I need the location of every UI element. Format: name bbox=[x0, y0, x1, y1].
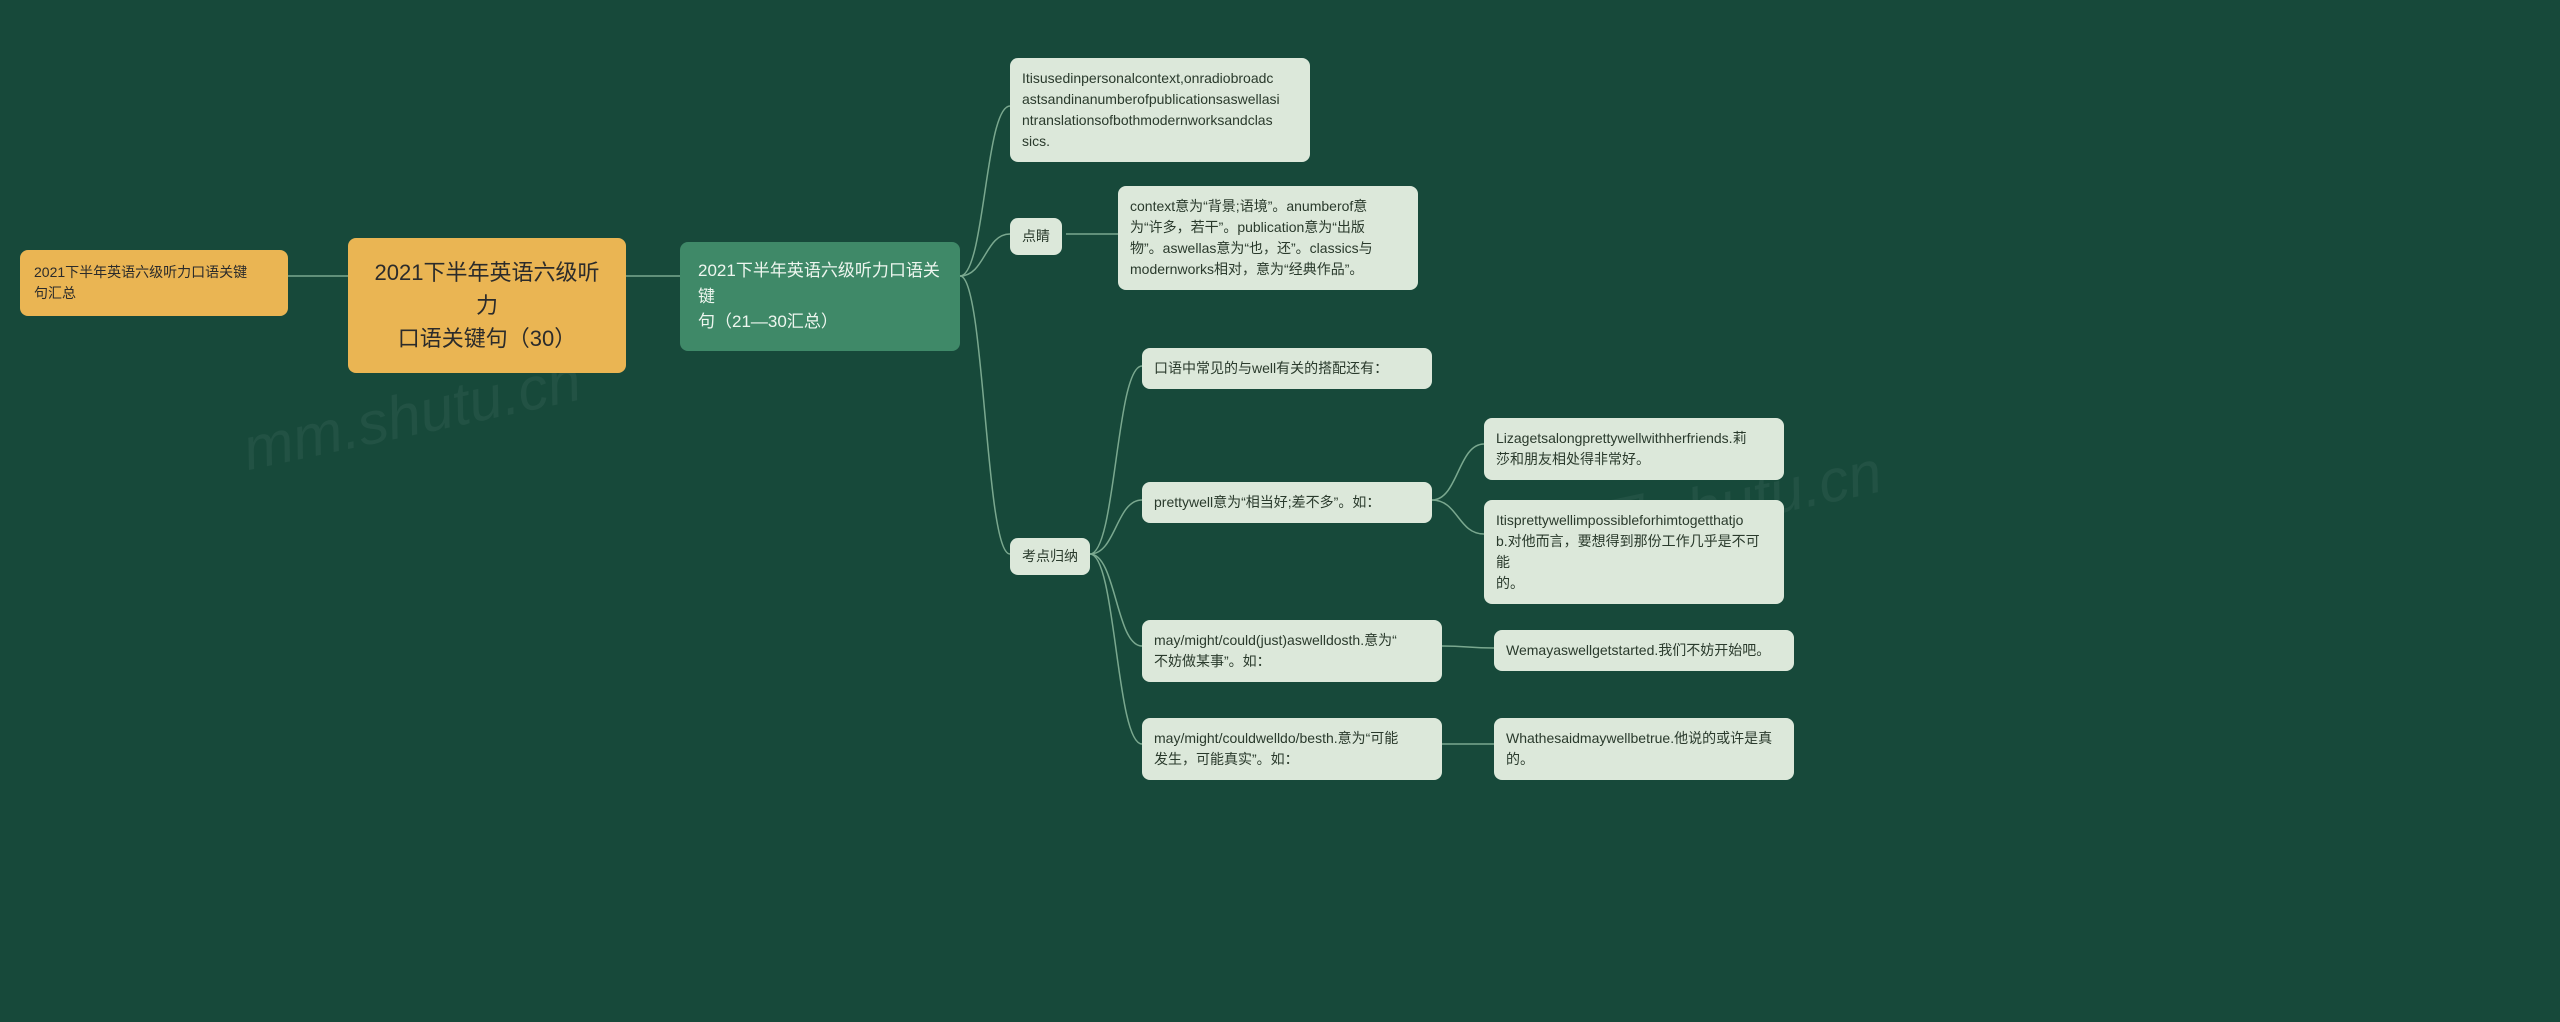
text: 句汇总 bbox=[34, 285, 76, 301]
text: modernworks相对，意为“经典作品”。 bbox=[1130, 261, 1363, 277]
text: 为“许多，若干”。publication意为“出版 bbox=[1130, 219, 1365, 235]
node-dianjing-content: context意为“背景;语境”。anumberof意 为“许多，若干”。pub… bbox=[1118, 186, 1418, 290]
node-welldo-ex: Whathesaidmaywellbetrue.他说的或许是真 的。 bbox=[1494, 718, 1794, 780]
title-line: 口语关键句（30） bbox=[398, 326, 576, 351]
text: context意为“背景;语境”。anumberof意 bbox=[1130, 198, 1367, 214]
text: Itisprettywellimpossibleforhimtogetthatj… bbox=[1496, 512, 1743, 528]
text: Itisusedinpersonalcontext,onradiobroadc bbox=[1022, 70, 1273, 86]
node-aswell: may/might/could(just)aswelldosth.意为“ 不妨做… bbox=[1142, 620, 1442, 682]
text: Wemayaswellgetstarted.我们不妨开始吧。 bbox=[1506, 642, 1770, 658]
text: 2021下半年英语六级听力口语关键 bbox=[34, 264, 247, 280]
text: prettywell意为“相当好;差不多”。如： bbox=[1154, 494, 1380, 510]
text: Lizagetsalongprettywellwithherfriends.莉 bbox=[1496, 430, 1747, 446]
node-kaodian-label: 考点归纳 bbox=[1010, 538, 1090, 575]
node-root: 2021下半年英语六级听力 口语关键句（30） bbox=[348, 238, 626, 373]
text: 发生，可能真实”。如： bbox=[1154, 751, 1299, 767]
node-aswell-ex: Wemayaswellgetstarted.我们不妨开始吧。 bbox=[1494, 630, 1794, 671]
node-prettywell: prettywell意为“相当好;差不多”。如： bbox=[1142, 482, 1432, 523]
node-right-main: 2021下半年英语六级听力口语关键 句（21—30汇总） bbox=[680, 242, 960, 351]
text: ntranslationsofbothmodernworksandclas bbox=[1022, 112, 1273, 128]
title-line: 2021下半年英语六级听力 bbox=[375, 260, 600, 318]
text: 句（21—30汇总） bbox=[698, 312, 838, 331]
text: Whathesaidmaywellbetrue.他说的或许是真 bbox=[1506, 730, 1772, 746]
text: may/might/couldwelldo/besth.意为“可能 bbox=[1154, 730, 1398, 746]
text: 点睛 bbox=[1022, 228, 1050, 244]
text: 莎和朋友相处得非常好。 bbox=[1496, 451, 1650, 467]
node-usage-text: Itisusedinpersonalcontext,onradiobroadc … bbox=[1010, 58, 1310, 162]
text: 的。 bbox=[1506, 751, 1534, 767]
text: astsandinanumberofpublicationsaswellasi bbox=[1022, 91, 1280, 107]
text: 的。 bbox=[1496, 575, 1524, 591]
text: 口语中常见的与well有关的搭配还有： bbox=[1154, 360, 1388, 376]
text: may/might/could(just)aswelldosth.意为“ bbox=[1154, 632, 1397, 648]
text: 不妨做某事”。如： bbox=[1154, 653, 1271, 669]
text: 2021下半年英语六级听力口语关键 bbox=[698, 261, 940, 306]
node-kaodian-intro: 口语中常见的与well有关的搭配还有： bbox=[1142, 348, 1432, 389]
node-dianjing-label: 点睛 bbox=[1010, 218, 1062, 255]
text: b.对他而言，要想得到那份工作几乎是不可能 bbox=[1496, 533, 1760, 570]
node-left-summary: 2021下半年英语六级听力口语关键 句汇总 bbox=[20, 250, 288, 316]
node-prettywell-ex2: Itisprettywellimpossibleforhimtogetthatj… bbox=[1484, 500, 1784, 604]
text: sics. bbox=[1022, 133, 1050, 149]
text: 物”。aswellas意为“也，还”。classics与 bbox=[1130, 240, 1373, 256]
node-welldo: may/might/couldwelldo/besth.意为“可能 发生，可能真… bbox=[1142, 718, 1442, 780]
text: 考点归纳 bbox=[1022, 548, 1078, 564]
node-prettywell-ex1: Lizagetsalongprettywellwithherfriends.莉 … bbox=[1484, 418, 1784, 480]
